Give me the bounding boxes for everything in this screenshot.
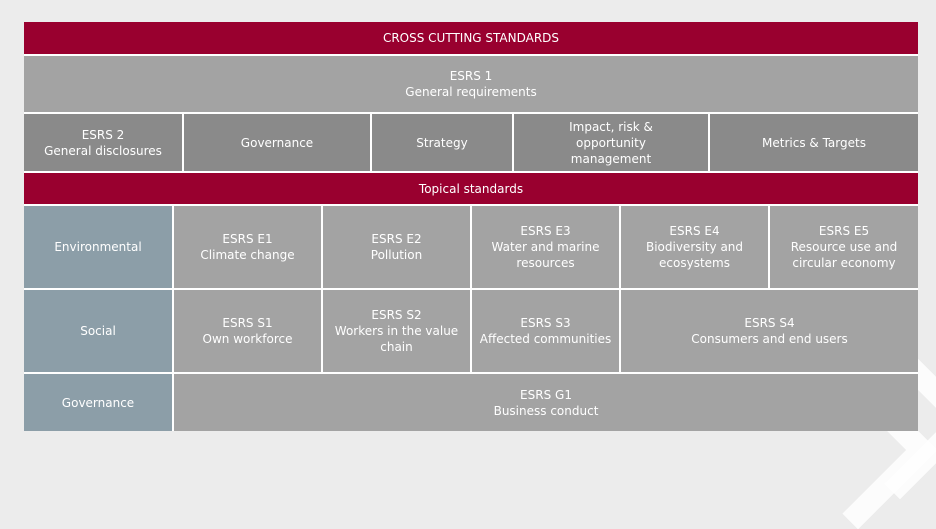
- pillar-impact-risk-opportunity: Impact, risk & opportunity management: [514, 114, 708, 171]
- standard-name: Climate change: [200, 248, 295, 262]
- esrs1-name: General requirements: [405, 85, 537, 99]
- standard-name: Business conduct: [493, 403, 599, 418]
- standard-esrs-e3: ESRS E3 Water and marine resources: [472, 206, 619, 288]
- standard-esrs-e2: ESRS E2 Pollution: [323, 206, 470, 288]
- standard-code: ESRS E5: [818, 224, 870, 238]
- pillar-label: Governance: [240, 135, 314, 150]
- standard-code: ESRS S4: [744, 316, 795, 330]
- pillar-label: Strategy: [416, 135, 468, 150]
- esrs1-code: ESRS 1: [449, 69, 493, 83]
- esrs2-box: ESRS 2 General disclosures: [24, 114, 182, 171]
- category-environmental: Environmental: [24, 206, 172, 288]
- standard-esrs-e5: ESRS E5 Resource use and circular econom…: [770, 206, 918, 288]
- standard-name: Pollution: [370, 248, 423, 262]
- pillar-metrics-targets: Metrics & Targets: [710, 114, 918, 171]
- standard-code: ESRS E1: [222, 232, 273, 246]
- standard-code: ESRS E4: [669, 224, 720, 238]
- topical-header: Topical standards: [24, 173, 918, 204]
- standard-name: Workers in the value chain: [334, 324, 459, 354]
- standard-code: ESRS S3: [520, 316, 571, 330]
- standard-esrs-s1: ESRS S1 Own workforce: [174, 290, 321, 372]
- standard-esrs-g1: ESRS G1 Business conduct: [174, 374, 918, 431]
- standard-code: ESRS S1: [222, 316, 273, 330]
- topical-title: Topical standards: [418, 181, 524, 196]
- category-governance: Governance: [24, 374, 172, 431]
- category-label: Governance: [61, 395, 135, 410]
- pillar-strategy: Strategy: [372, 114, 512, 171]
- standard-name: Affected communities: [479, 332, 612, 346]
- category-social: Social: [24, 290, 172, 372]
- standard-esrs-s2: ESRS S2 Workers in the value chain: [323, 290, 470, 372]
- standard-name: Own workforce: [202, 332, 293, 346]
- cross-cutting-title: CROSS CUTTING STANDARDS: [382, 31, 560, 45]
- esrs-standards-diagram: CROSS CUTTING STANDARDS ESRS 1 General r…: [24, 22, 918, 431]
- esrs2-name: General disclosures: [44, 143, 162, 158]
- pillar-label: Impact, risk & opportunity management: [569, 119, 653, 166]
- category-label: Environmental: [54, 240, 142, 254]
- standard-code: ESRS E2: [371, 232, 422, 246]
- esrs1-box: ESRS 1 General requirements: [24, 56, 918, 112]
- standard-esrs-s3: ESRS S3 Affected communities: [472, 290, 619, 372]
- pillar-governance: Governance: [184, 114, 370, 171]
- standard-esrs-s4: ESRS S4 Consumers and end users: [621, 290, 918, 372]
- standard-name: Resource use and circular economy: [790, 240, 898, 270]
- standard-code: ESRS S2: [371, 308, 422, 322]
- cross-cutting-header: CROSS CUTTING STANDARDS: [24, 22, 918, 54]
- standard-code: ESRS G1: [520, 387, 572, 402]
- esrs2-code: ESRS 2: [81, 127, 125, 142]
- standard-name: Consumers and end users: [691, 332, 848, 346]
- standard-esrs-e4: ESRS E4 Biodiversity and ecosystems: [621, 206, 768, 288]
- standard-name: Biodiversity and ecosystems: [645, 240, 744, 270]
- standard-name: Water and marine resources: [491, 240, 600, 270]
- pillar-label: Metrics & Targets: [762, 135, 866, 150]
- category-label: Social: [80, 324, 116, 338]
- standard-esrs-e1: ESRS E1 Climate change: [174, 206, 321, 288]
- standard-code: ESRS E3: [520, 224, 571, 238]
